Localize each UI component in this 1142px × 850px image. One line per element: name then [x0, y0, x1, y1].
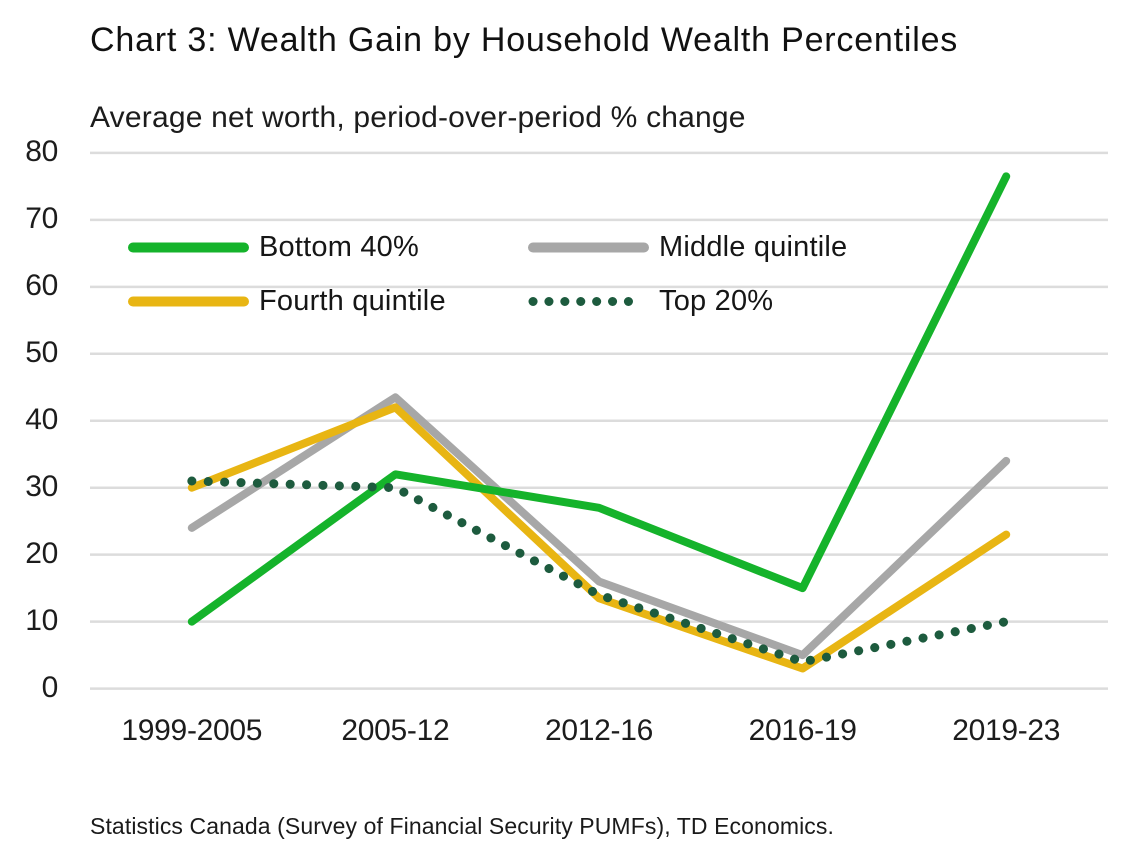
legend-item-top-20: Top 20% — [527, 285, 847, 318]
legend-line-icon — [128, 242, 249, 253]
gridlines — [90, 151, 1108, 690]
legend-label: Fourth quintile — [259, 285, 446, 317]
legend-line-icon — [128, 296, 249, 307]
legend-line-icon — [528, 242, 649, 253]
y-tick-label: 0 — [41, 670, 59, 704]
y-tick-label: 30 — [25, 469, 58, 503]
y-tick-label: 70 — [25, 201, 58, 235]
series-line-bottom-40 — [187, 172, 1011, 626]
chart-title: Chart 3: Wealth Gain by Household Wealth… — [90, 21, 959, 59]
x-tick-label: 2005-12 — [341, 714, 450, 747]
legend-dotted-line-icon — [528, 297, 649, 306]
source-note: Statistics Canada (Survey of Financial S… — [90, 813, 834, 839]
legend-label: Middle quintile — [659, 231, 848, 263]
y-tick-label: 50 — [25, 335, 58, 369]
legend-item-bottom-40: Bottom 40% — [127, 231, 527, 264]
y-tick-label: 60 — [25, 268, 58, 302]
legend-label: Top 20% — [659, 285, 774, 317]
x-tick-label: 2012-16 — [545, 714, 653, 747]
legend-label: Bottom 40% — [259, 231, 419, 263]
x-tick-label: 1999-2005 — [121, 714, 263, 747]
x-tick-label: 2016-19 — [748, 714, 857, 747]
legend: Bottom 40% Middle quintile Fourth quinti… — [127, 231, 847, 318]
series-line-fourth-quintile — [187, 403, 1011, 673]
x-tick-label: 2019-23 — [952, 714, 1061, 747]
chart-subtitle: Average net worth, period-over-period % … — [90, 101, 746, 134]
y-tick-label: 80 — [25, 134, 58, 168]
legend-item-middle-quintile: Middle quintile — [527, 231, 847, 264]
legend-item-fourth-quintile: Fourth quintile — [127, 285, 527, 318]
y-tick-label: 40 — [25, 402, 58, 436]
series-line-top-20 — [187, 476, 1011, 667]
y-tick-label: 20 — [25, 536, 58, 570]
series-line-middle-quintile — [187, 393, 1011, 660]
y-tick-label: 10 — [25, 603, 58, 637]
